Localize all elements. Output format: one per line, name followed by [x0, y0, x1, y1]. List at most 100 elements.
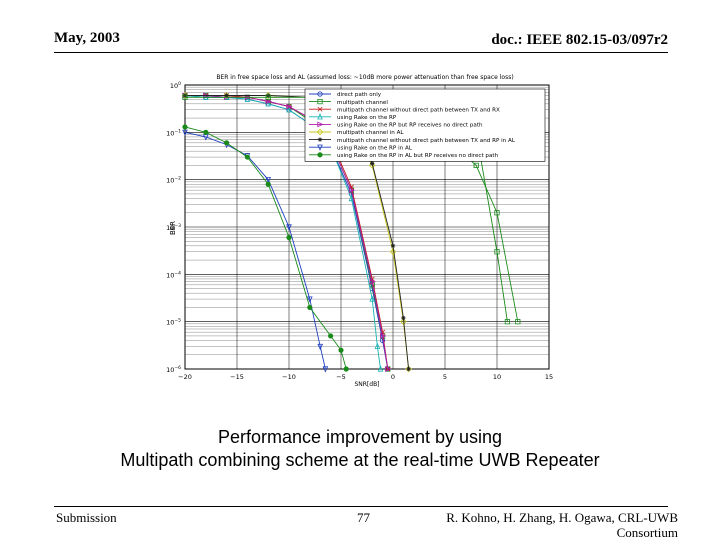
data-point — [203, 129, 209, 135]
data-point — [473, 162, 479, 169]
legend-box — [304, 88, 546, 162]
x-tick-label: 15 — [545, 373, 553, 381]
data-point — [182, 124, 188, 130]
legend-label: using Rake on the RP — [337, 115, 397, 121]
legend-label: using Rake on the RP in AL — [337, 145, 413, 151]
legend-label: using Rake on the RP but RP receives no … — [337, 123, 483, 129]
data-point — [327, 333, 334, 339]
legend-marker — [317, 99, 323, 105]
legend-marker — [317, 91, 323, 97]
x-tick-label: −10 — [282, 373, 296, 381]
data-point — [265, 177, 272, 184]
y-axis-label: BER — [169, 221, 177, 235]
series-line — [184, 131, 326, 370]
chart-title: BER in free space loss and AL (assumed l… — [216, 74, 513, 81]
data-point — [494, 210, 500, 216]
data-point — [317, 343, 324, 351]
data-point — [286, 224, 292, 231]
data-point — [182, 94, 188, 100]
x-tick-label: −5 — [336, 373, 346, 381]
legend-entry: multipath channel without direct path be… — [309, 106, 500, 113]
data-point — [368, 162, 376, 169]
slide-caption: Performance improvement by using Multipa… — [0, 426, 720, 472]
data-point — [244, 154, 250, 160]
data-point — [343, 366, 349, 372]
legend-marker — [317, 106, 323, 112]
data-point — [264, 92, 272, 99]
data-point — [504, 319, 511, 325]
legend-entry: direct path only — [309, 91, 382, 98]
y-tick-label: 10−5 — [166, 318, 181, 327]
legend-label: multipath channel without direct path be… — [337, 107, 500, 113]
legend-entry: using Rake on the RP but RP receives no … — [309, 121, 483, 129]
data-point — [338, 347, 344, 353]
legend-entry: multipath channel in AL — [309, 128, 404, 136]
legend-label: direct path only — [337, 92, 382, 98]
ber-chart: −20 −15 −10 −5 0 5 10 15 100 10−1 10−2 10−3 10−4 10−5… — [166, 74, 553, 388]
legend-entry: multipath channel — [309, 99, 388, 106]
data-point — [265, 98, 272, 105]
data-point — [369, 276, 375, 282]
data-point — [286, 106, 292, 113]
footer-authors-line-2: Consortium — [616, 525, 678, 540]
data-point — [322, 366, 329, 373]
data-point — [374, 342, 381, 350]
footer-rule — [54, 506, 668, 507]
legend-marker — [317, 144, 323, 151]
header-doc-id: doc.: IEEE 802.15-03/097r2 — [491, 32, 668, 48]
y-tick-label: 10−2 — [166, 176, 181, 185]
caption-line-1: Performance improvement by using — [217, 427, 503, 447]
data-point — [389, 248, 397, 256]
data-point — [377, 365, 384, 372]
footer-page-number: 77 — [357, 510, 370, 525]
data-point — [224, 140, 230, 146]
footer-submission: Submission — [56, 510, 117, 525]
plot-frame — [184, 84, 550, 370]
legend-marker — [316, 128, 324, 136]
legend-label: using Rake on the RP in AL but RP receiv… — [337, 153, 499, 159]
legend-entry: using Rake on the RP in AL but RP receiv… — [309, 152, 499, 159]
data-point — [515, 319, 521, 325]
data-point — [181, 92, 189, 99]
data-point — [307, 304, 313, 311]
data-point — [266, 93, 271, 98]
data-point — [370, 161, 375, 166]
y-tick-label: 10−3 — [166, 223, 181, 232]
data-point — [348, 194, 355, 202]
data-point — [182, 93, 188, 98]
data-point — [265, 100, 272, 107]
data-point — [182, 129, 188, 137]
legend-entry: multipath channel without direct path be… — [309, 137, 516, 144]
x-axis-label: SNR[dB] — [354, 381, 379, 388]
legend-label: multipath channel in AL — [337, 130, 404, 136]
y-tick-label: 10−4 — [166, 270, 181, 279]
data-point — [494, 249, 500, 255]
data-point — [379, 333, 387, 339]
data-point — [401, 315, 406, 321]
legend-marker — [317, 121, 324, 128]
y-tick-label: 100 — [170, 81, 181, 90]
data-point — [224, 93, 229, 98]
legend-entry: using Rake on the RP — [309, 113, 397, 121]
data-point — [265, 181, 271, 187]
data-point — [385, 366, 392, 372]
data-point — [223, 92, 230, 99]
data-point — [405, 365, 412, 373]
x-tick-label: 0 — [391, 373, 395, 381]
data-point — [348, 187, 356, 193]
y-tick-label: 10−1 — [166, 128, 181, 137]
data-point — [286, 103, 293, 110]
x-tick-label: 10 — [493, 373, 501, 381]
chart-ticks: −20 −15 −10 −5 0 5 10 15 100 10−1 10−2 10−3 10−4 10−5… — [166, 81, 553, 381]
data-point — [265, 94, 271, 100]
legend-entry: using Rake on the RP in AL — [309, 144, 413, 151]
data-point — [406, 366, 411, 372]
legend-marker — [317, 137, 323, 142]
series-8 — [182, 129, 329, 373]
data-point — [306, 296, 313, 303]
series-9 — [182, 124, 349, 372]
data-point — [369, 278, 376, 285]
data-point — [400, 318, 407, 325]
data-point — [390, 243, 396, 249]
